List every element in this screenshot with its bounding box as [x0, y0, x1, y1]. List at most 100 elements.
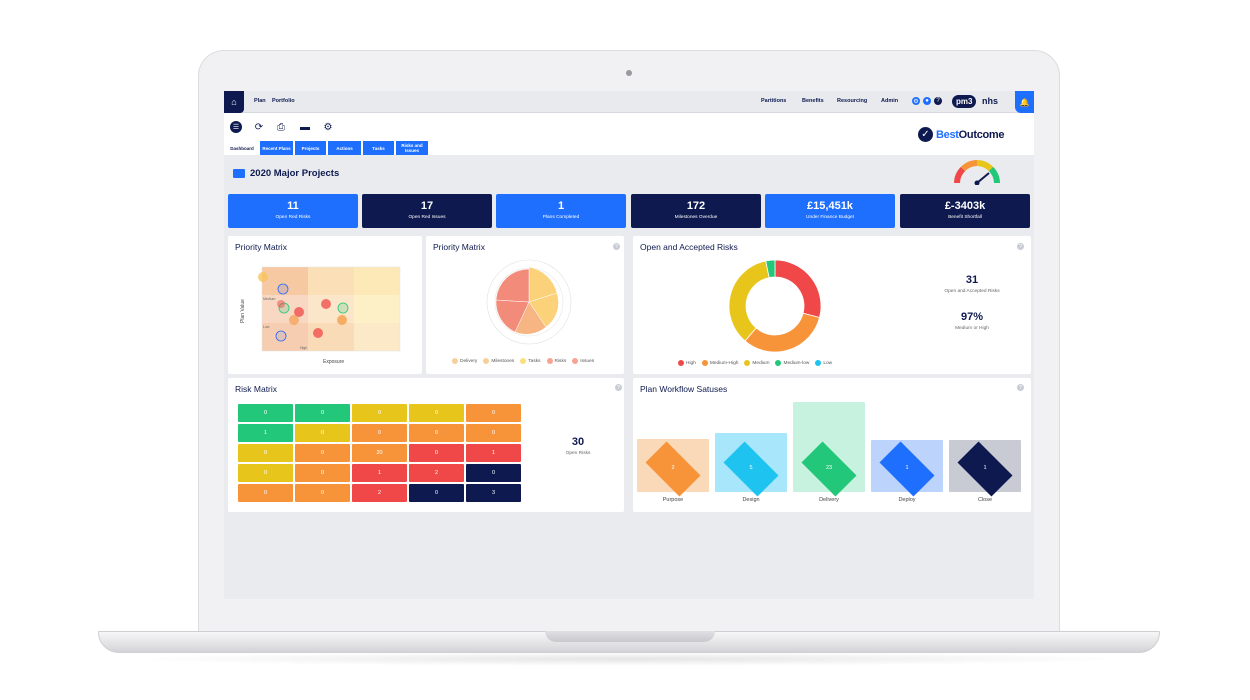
stat-label: Open Risks: [565, 451, 591, 456]
donut-slice-high[interactable]: [774, 259, 822, 319]
kpi-card[interactable]: 1 Plans Completed: [496, 194, 626, 228]
risk-matrix-cell[interactable]: 0: [238, 484, 293, 502]
kpi-label: Open Red Risks: [275, 215, 311, 220]
legend-milestones: Milestones: [483, 358, 514, 364]
risk-matrix-cell[interactable]: 0: [466, 464, 521, 482]
nav-portfolio-link[interactable]: Portfolio: [272, 98, 295, 104]
risk-matrix-cell[interactable]: 0: [409, 444, 464, 462]
home-icon[interactable]: ⌂: [224, 91, 244, 113]
kpi-card[interactable]: 17 Open Red Issues: [362, 194, 492, 228]
priority-matrix-panel: Priority Matrix Medium Low High: [228, 236, 422, 374]
panel-title: Priority Matrix: [235, 242, 287, 252]
settings-icon[interactable]: ⚙: [912, 97, 920, 105]
kpi-card[interactable]: 11 Open Red Risks: [228, 194, 358, 228]
risk-matrix-cell[interactable]: 0: [238, 464, 293, 482]
grid-label-medium: Medium: [263, 297, 276, 301]
help-icon[interactable]: ?: [1017, 384, 1024, 391]
kpi-value: 17: [420, 200, 434, 212]
nav-resourcing-link[interactable]: Resourcing: [837, 98, 868, 104]
workflow-label: Purpose: [662, 497, 684, 503]
panel-title: Open and Accepted Risks: [640, 242, 738, 252]
tab-dashboard[interactable]: Dashboard: [226, 141, 258, 155]
user-icon[interactable]: ●: [923, 97, 931, 105]
legend-low: Low: [815, 360, 832, 366]
menu-icon[interactable]: ☰: [230, 121, 242, 133]
brand-part2: Outcome: [958, 128, 1005, 141]
tab-actions[interactable]: Actions: [328, 141, 361, 155]
nav-plan-link[interactable]: Plan: [254, 98, 266, 104]
risk-matrix-cell[interactable]: 2: [352, 484, 407, 502]
laptop-notch: [545, 631, 715, 642]
risk-matrix-cell[interactable]: 0: [466, 404, 521, 422]
kpi-card[interactable]: 172 Milestones Overdue: [631, 194, 761, 228]
risk-matrix-cell[interactable]: 0: [352, 424, 407, 442]
risk-matrix-cell[interactable]: 0: [295, 404, 350, 422]
help-icon[interactable]: ?: [934, 97, 942, 105]
risk-matrix-cell[interactable]: 0: [238, 404, 293, 422]
grid-label-low: Low: [263, 325, 270, 329]
kpi-label: Under Finance Budget: [806, 215, 854, 220]
kpi-value: 172: [686, 200, 706, 212]
risk-matrix-cell[interactable]: 0: [295, 444, 350, 462]
risk-matrix-cell[interactable]: 0: [466, 424, 521, 442]
priority-polar-panel: Priority Matrix ? Delivery Milestones Ta…: [426, 236, 624, 374]
risk-matrix-cell[interactable]: 0: [409, 404, 464, 422]
tab-risks-and-issues[interactable]: Risks and Issues: [396, 141, 428, 155]
workflow-value: 2: [671, 465, 675, 471]
tab-projects[interactable]: Projects: [295, 141, 326, 155]
risk-matrix-cell[interactable]: 1: [352, 464, 407, 482]
help-icon[interactable]: ?: [613, 243, 620, 250]
gear-icon[interactable]: ⚙: [323, 121, 333, 133]
stat-open-risks: 30 Open Risks: [548, 436, 608, 456]
risk-matrix-cell[interactable]: 2: [409, 464, 464, 482]
nav-benefits-link[interactable]: Benefits: [802, 98, 824, 104]
help-icon[interactable]: ?: [615, 384, 622, 391]
help-icon[interactable]: ?: [1017, 243, 1024, 250]
risk-matrix-cell[interactable]: 0: [352, 404, 407, 422]
risk-matrix-cell[interactable]: 0: [295, 484, 350, 502]
kpi-card[interactable]: £15,451k Under Finance Budget: [765, 194, 895, 228]
workflow-value: 1: [905, 465, 909, 471]
risk-matrix-cell[interactable]: 1: [238, 424, 293, 442]
legend-medium: Medium: [744, 360, 769, 366]
workflow-label: Close: [977, 497, 993, 503]
risk-matrix-cell[interactable]: 0: [409, 484, 464, 502]
check-icon: ✓: [918, 127, 933, 142]
refresh-icon[interactable]: ⟳: [254, 121, 264, 133]
kpi-card[interactable]: £-3403k Benefit Shortfall: [900, 194, 1030, 228]
kpi-label: Plans Completed: [542, 215, 580, 220]
print-icon[interactable]: ⎙: [277, 121, 285, 133]
risk-matrix-cell[interactable]: 0: [409, 424, 464, 442]
donut-slice-medium-low[interactable]: [765, 259, 776, 279]
tab-recent-plans[interactable]: Recent Plans: [260, 141, 293, 155]
workflow-panel: Plan Workflow Satuses ? 2 Purpose 5 Design 2…: [633, 378, 1031, 512]
kpi-label: Open Red Issues: [408, 215, 446, 220]
screen: ⌂ Plan Portfolio Partitions Benefits Res…: [224, 91, 1034, 599]
legend-high: High: [678, 360, 696, 366]
risk-matrix-cell[interactable]: 20: [352, 444, 407, 462]
donut-slice-medium[interactable]: [728, 260, 770, 342]
stat-value: 97%: [960, 311, 984, 323]
folder-icon[interactable]: ▬: [300, 121, 310, 133]
top-nav: ⌂ Plan Portfolio Partitions Benefits Res…: [224, 91, 1034, 113]
risk-matrix-cell[interactable]: 0: [295, 464, 350, 482]
nav-admin-link[interactable]: Admin: [881, 98, 899, 104]
grid-label-high: High: [300, 346, 308, 350]
nav-partitions-link[interactable]: Partitions: [761, 98, 787, 104]
donut-slice-medium-high[interactable]: [744, 312, 821, 353]
risk-matrix-cell[interactable]: 0: [295, 424, 350, 442]
bell-icon[interactable]: 🔔: [1015, 91, 1034, 113]
risk-matrix-cell[interactable]: 3: [466, 484, 521, 502]
best-outcome-logo: ✓ BestOutcome: [918, 127, 1005, 142]
tab-tasks[interactable]: Tasks: [363, 141, 394, 155]
polar-legend: Delivery Milestones Tasks Risks Issues: [452, 358, 594, 364]
workflow-label: Delivery: [819, 497, 839, 503]
risk-matrix-cell[interactable]: 0: [238, 444, 293, 462]
risk-matrix-cell[interactable]: 1: [466, 444, 521, 462]
open-risks-panel: Open and Accepted Risks ? 31 Open and Ac…: [633, 236, 1031, 374]
pm3-logo: pm3: [952, 95, 977, 108]
workflow-label: Design: [742, 497, 760, 503]
stat-value: 30: [571, 436, 585, 448]
kpi-value: 1: [557, 200, 565, 212]
kpi-value: £15,451k: [807, 200, 853, 212]
